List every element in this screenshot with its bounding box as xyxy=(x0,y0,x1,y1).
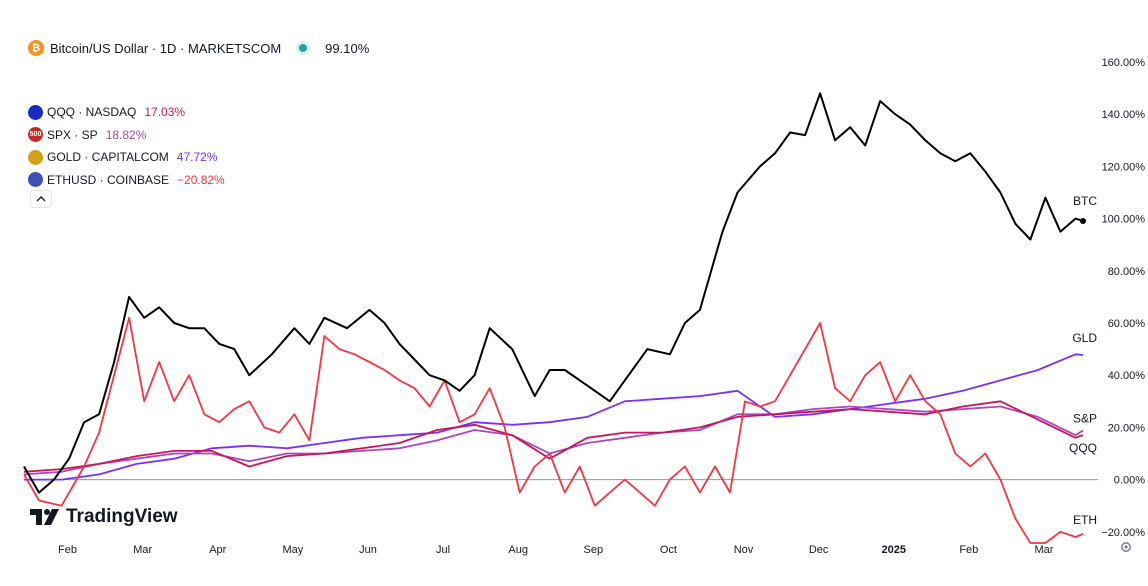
sp500-icon: 500 xyxy=(28,127,43,143)
x-axis: Feb Mar Apr May Jun Jul Aug Sep Oct Nov Dec 2025 Feb… xyxy=(58,544,1054,556)
gold-icon xyxy=(28,149,43,165)
legend-value: 47.72% xyxy=(176,150,218,165)
series-label-eth: ETH xyxy=(1073,513,1097,527)
series-line-gld xyxy=(24,353,1084,481)
series-line-qqq xyxy=(23,400,1084,473)
gear-icon xyxy=(1121,542,1131,552)
x-tick-label: Aug xyxy=(508,544,528,556)
series-label-btc: BTC xyxy=(1073,194,1097,208)
legend-name: ETHUSD · COINBASE xyxy=(47,172,170,187)
legend-item-qqq[interactable]: QQQ · NASDAQ 17.03% xyxy=(28,101,225,124)
legend-item-spx[interactable]: 500 SPX · SP 18.82% xyxy=(28,124,225,147)
chart-header: ₿ Bitcoin/US Dollar · 1D · MARKETSCOM 99… xyxy=(28,40,369,56)
x-tick-label: Jul xyxy=(436,544,450,556)
x-tick-label: Nov xyxy=(734,544,754,556)
tradingview-branding[interactable]: TradingView xyxy=(30,506,178,528)
legend: QQQ · NASDAQ 17.03% 500 SPX · SP 18.82% GOLD … xyxy=(28,101,225,191)
series-label-spx: S&P xyxy=(1073,411,1097,425)
x-tick-label: Apr xyxy=(209,544,226,556)
ethereum-icon xyxy=(28,172,43,188)
legend-name: QQQ · NASDAQ xyxy=(47,105,137,120)
legend-name: GOLD · CAPITALCOM xyxy=(47,150,169,165)
x-tick-label: Oct xyxy=(660,544,677,556)
y-tick-label: −20.00% xyxy=(1101,527,1145,539)
series-line-btc xyxy=(23,92,1084,494)
x-tick-label: Feb xyxy=(58,544,77,556)
y-tick-label: 0.00% xyxy=(1114,475,1145,487)
series-layer xyxy=(23,92,1086,544)
x-tick-label: Dec xyxy=(809,544,829,556)
chart-title: Bitcoin/US Dollar · 1D · MARKETSCOM xyxy=(50,40,282,56)
btc-last-value-marker xyxy=(1079,217,1086,224)
nasdaq-icon xyxy=(28,104,43,120)
tradingview-logo-icon xyxy=(30,509,59,525)
x-tick-label: Jun xyxy=(359,544,377,556)
x-tick-label: Sep xyxy=(584,544,604,556)
x-tick-label: Feb xyxy=(959,544,978,556)
legend-item-gold[interactable]: GOLD · CAPITALCOM 47.72% xyxy=(28,146,225,169)
main-series-value: 99.10% xyxy=(325,40,370,56)
y-tick-label: 40.00% xyxy=(1108,370,1146,382)
y-tick-label: 160.00% xyxy=(1102,57,1146,69)
legend-name: SPX · SP xyxy=(47,127,98,142)
legend-value: −20.82% xyxy=(177,172,225,187)
x-tick-label: May xyxy=(282,544,303,556)
brand-name: TradingView xyxy=(66,506,178,527)
market-status-icon xyxy=(299,44,308,52)
series-label-gld: GLD xyxy=(1072,331,1097,345)
y-tick-label: 120.00% xyxy=(1102,161,1146,173)
series-line-eth xyxy=(23,316,1084,544)
x-tick-label: Mar xyxy=(133,544,152,556)
legend-value: 17.03% xyxy=(144,105,186,120)
bitcoin-icon: ₿ xyxy=(28,40,44,56)
x-tick-label: Mar xyxy=(1034,544,1053,556)
y-tick-label: 100.00% xyxy=(1102,214,1146,226)
series-labels: BTC GLD S&P QQQ ETH xyxy=(1069,194,1097,527)
chevron-up-icon xyxy=(36,196,46,202)
y-axis: 160.00% 140.00% 120.00% 100.00% 80.00% 60.00%… xyxy=(1101,57,1145,539)
y-tick-label: 80.00% xyxy=(1108,266,1146,278)
y-tick-label: 60.00% xyxy=(1108,318,1146,330)
series-label-qqq: QQQ xyxy=(1069,441,1097,455)
x-tick-label: 2025 xyxy=(881,544,905,556)
y-tick-label: 140.00% xyxy=(1102,109,1146,121)
y-tick-label: 20.00% xyxy=(1108,422,1146,434)
legend-value: 18.82% xyxy=(105,127,147,142)
legend-item-eth[interactable]: ETHUSD · COINBASE −20.82% xyxy=(28,169,225,192)
collapse-legend-button[interactable] xyxy=(30,190,52,208)
settings-button[interactable] xyxy=(1120,541,1132,556)
